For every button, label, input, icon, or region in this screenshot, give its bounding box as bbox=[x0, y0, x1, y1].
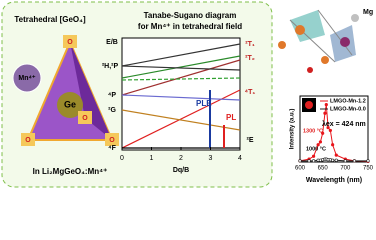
ts-plot bbox=[121, 37, 241, 151]
x-tick-label: 750 bbox=[363, 166, 374, 172]
spectrum-frame bbox=[299, 95, 369, 163]
point bbox=[366, 159, 370, 163]
o-label: O bbox=[67, 39, 73, 46]
o-label: O bbox=[109, 137, 115, 144]
point bbox=[316, 143, 320, 147]
crystal bbox=[278, 9, 359, 73]
point bbox=[323, 111, 327, 115]
point bbox=[324, 103, 328, 107]
o-label: O bbox=[25, 137, 31, 144]
point bbox=[318, 140, 323, 144]
point bbox=[343, 159, 347, 163]
x-tick-label: 3 bbox=[209, 155, 213, 162]
ts-subtitle: for Mn⁴⁺ in tetrahedral field bbox=[138, 22, 242, 31]
point bbox=[331, 158, 335, 162]
point bbox=[334, 153, 338, 157]
inset-glow bbox=[305, 101, 313, 109]
point bbox=[321, 131, 325, 135]
x-tick-label: 650 bbox=[318, 166, 329, 172]
x-tick-label: 700 bbox=[340, 166, 351, 172]
x-tick-label: 4 bbox=[238, 155, 242, 162]
tetra-face bbox=[70, 42, 112, 140]
point bbox=[334, 158, 338, 162]
x-tick-label: 0 bbox=[120, 155, 124, 162]
legend-label: LMGO-Mn-1.2 bbox=[330, 98, 366, 104]
annotation: 1000 °C bbox=[306, 146, 326, 152]
crystal-label: Mg bbox=[363, 9, 373, 16]
point bbox=[312, 154, 316, 158]
level-label: ²G bbox=[108, 107, 116, 114]
legend-label: LMGO-Mn-0.0 bbox=[330, 106, 366, 112]
level-label: ⁴T₁ bbox=[245, 89, 256, 96]
mn-label: Mn⁴⁺ bbox=[18, 75, 36, 82]
o-label: O bbox=[82, 115, 88, 122]
level-label: ²H,²P bbox=[102, 63, 119, 70]
mn-ion bbox=[12, 63, 42, 93]
x-tick-label: 2 bbox=[179, 155, 183, 162]
ple-label: PLE bbox=[196, 99, 212, 108]
ts-title: Tanabe-Sugano diagram bbox=[144, 11, 237, 20]
level-label: ⁴F bbox=[108, 145, 116, 152]
x-tick-label: 1 bbox=[150, 155, 154, 162]
level-label: ²T₁ bbox=[245, 41, 255, 48]
annotation: λex = 424 nm bbox=[322, 120, 366, 128]
level-label: ²T₂ bbox=[245, 55, 255, 62]
point bbox=[331, 143, 335, 147]
point bbox=[298, 159, 302, 163]
point bbox=[312, 159, 316, 163]
ts-xlabel: Dq/B bbox=[173, 167, 189, 174]
ts-ylabel: E/B bbox=[106, 39, 118, 46]
point bbox=[352, 159, 357, 163]
graphical-abstract: Tetrahedral [GeO₄] Ge Mn⁴⁺ O O O O In Li… bbox=[1, 1, 374, 188]
ge-atom bbox=[57, 92, 83, 118]
point bbox=[328, 128, 332, 133]
pl-label: PL bbox=[226, 113, 236, 122]
ge-label: Ge bbox=[64, 99, 76, 109]
level-label: ²E bbox=[247, 137, 254, 144]
annotation: 1300 °C bbox=[303, 128, 323, 134]
left-title: Tetrahedral [GeO₄] bbox=[14, 15, 86, 24]
x-tick-label: 600 bbox=[295, 166, 306, 172]
x-axis-title: Wavelength (nm) bbox=[306, 177, 362, 184]
point bbox=[307, 159, 311, 163]
formula: In Li₂MgGeO₄:Mn⁴⁺ bbox=[33, 167, 108, 176]
level-label: ⁴P bbox=[108, 92, 116, 99]
y-axis-title: Intensity (a.u.) bbox=[290, 109, 296, 150]
point bbox=[326, 125, 330, 130]
